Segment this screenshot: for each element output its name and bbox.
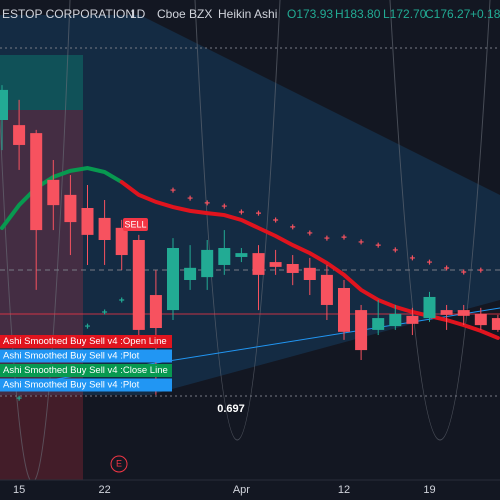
candle-body: [372, 318, 385, 330]
candle-body: [47, 179, 60, 206]
candle-body: [184, 267, 197, 280]
candle-body: [167, 248, 179, 311]
event-label[interactable]: E: [116, 458, 122, 468]
cross-marker: [238, 209, 244, 215]
x-tick-label: 15: [13, 484, 25, 496]
green-zone: [0, 55, 83, 110]
candle-body: [115, 227, 128, 256]
cross-marker: [273, 217, 279, 223]
cross-marker: [256, 210, 261, 216]
candle-body: [474, 313, 487, 326]
legend-label: Ashi Smoothed Buy Sell v4 :Plot: [3, 380, 140, 391]
x-tick-label: Apr: [233, 484, 250, 496]
legend-badge: [0, 349, 172, 363]
cross-marker: [444, 265, 450, 271]
candle-body: [355, 310, 368, 351]
event-badge[interactable]: [110, 455, 128, 473]
x-tick-label: 12: [338, 484, 350, 496]
candle-body: [149, 295, 162, 328]
cross-marker: [290, 224, 296, 230]
header: ESTOP CORPORATION 1D Cboe BZX Heikin Ash…: [2, 7, 500, 21]
x-axis-bg: [0, 480, 500, 500]
cross-marker: [478, 267, 484, 273]
cross-marker: [461, 269, 467, 275]
cross-marker: [375, 242, 381, 248]
candle-body: [132, 240, 145, 330]
candle-body: [320, 274, 333, 305]
candle-body: [491, 318, 500, 330]
cross-marker: [221, 203, 227, 209]
sell-label: SELL: [124, 219, 146, 229]
interval: 1D: [130, 7, 146, 21]
cross-marker: [427, 259, 432, 265]
x-tick-label: 19: [423, 484, 435, 496]
exchange: Cboe BZX: [157, 7, 212, 21]
candle-body: [457, 310, 470, 316]
candle-body: [303, 267, 316, 280]
cross-marker: [85, 323, 90, 329]
legend-badge: [0, 364, 172, 377]
legend-label: Ashi Smoothed Buy Sell v4 :Plot: [3, 351, 140, 362]
ohlc: H183.80: [335, 7, 381, 21]
legend-label: Ashi Smoothed Buy Sell v4 :Close Line: [3, 365, 168, 376]
candle-body: [269, 262, 282, 267]
cross-marker: [324, 235, 330, 241]
cross-marker: [170, 187, 176, 193]
candle-body: [98, 217, 111, 240]
cross-marker: [204, 200, 210, 206]
symbol: ESTOP CORPORATION: [2, 7, 134, 21]
candle-body: [423, 296, 436, 319]
legend-badge: [0, 378, 172, 392]
cross-marker: [409, 255, 415, 261]
candle-body: [286, 264, 299, 273]
candle-body: [218, 248, 231, 265]
candle-body: [64, 194, 77, 223]
candle-body: [389, 313, 402, 327]
indicator-line: [0, 165, 124, 230]
legend-label: Ashi Smoothed Buy Sell v4 :Open Line: [3, 336, 167, 347]
candle-body: [81, 208, 94, 235]
change: +0.18: [470, 7, 500, 21]
ohlc: C176.27: [425, 7, 471, 21]
legend-badge: [0, 335, 172, 348]
legend: Ashi Smoothed Buy Sell v4 :Open Line Ashi…: [0, 335, 172, 392]
candle-body: [252, 253, 265, 275]
cross-marker: [392, 247, 398, 253]
candle-body: [235, 253, 248, 257]
ohlc: L172.70: [383, 7, 427, 21]
level-label: 0.697: [217, 403, 245, 415]
cross-marker: [187, 195, 193, 201]
ohlc: O173.93: [287, 7, 333, 21]
chart-style: Heikin Ashi: [218, 7, 277, 21]
cross-marker: [119, 297, 125, 303]
candle-body: [0, 89, 8, 120]
candle-body: [406, 315, 419, 324]
sell-badge: [123, 218, 148, 231]
candle-body: [201, 249, 214, 278]
candle-body: [13, 125, 26, 145]
x-tick-label: 22: [98, 484, 110, 496]
candle-body: [338, 288, 350, 332]
candle-body: [440, 310, 453, 315]
cross-marker: [358, 239, 364, 245]
cross-marker: [16, 395, 22, 401]
marks: [0, 85, 500, 401]
cross-marker: [102, 309, 108, 315]
candle-body: [30, 133, 43, 231]
cross-marker: [307, 230, 313, 236]
cross-marker: [341, 234, 347, 240]
